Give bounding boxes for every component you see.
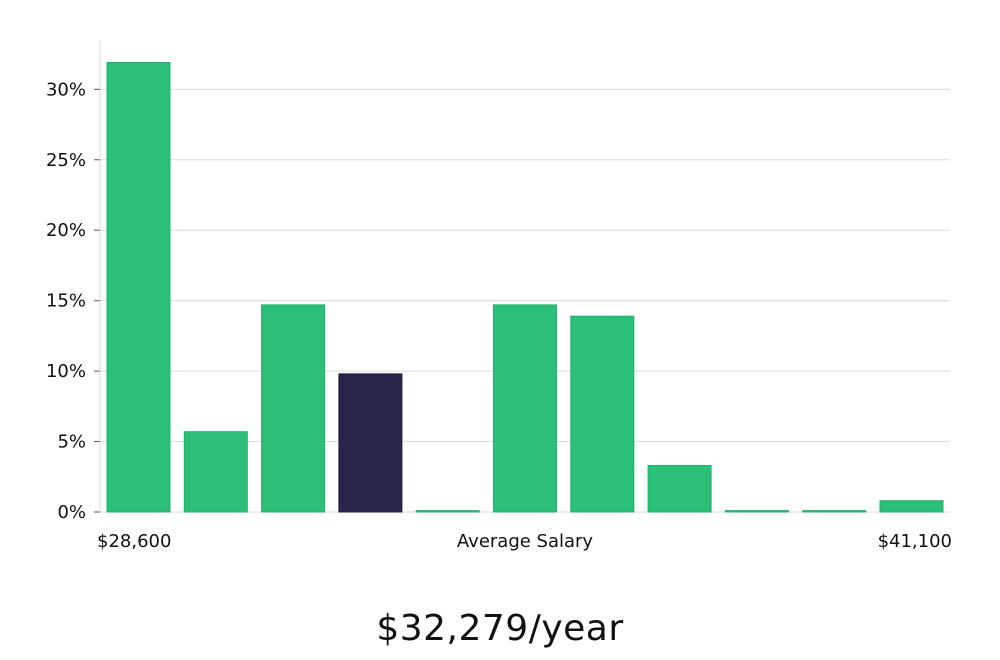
bars xyxy=(106,62,944,513)
bar xyxy=(261,304,326,513)
y-tick-label: 30% xyxy=(46,79,86,100)
x-min-label: $28,600 xyxy=(97,531,171,552)
y-tick-label: 25% xyxy=(46,150,86,171)
y-tick-label: 0% xyxy=(57,502,86,523)
bar xyxy=(106,62,171,513)
y-axis-ticks: 0% 5% 10% 15% 20% 25% 30% xyxy=(46,79,100,523)
average-salary-value: $32,279/year xyxy=(376,608,624,649)
bar xyxy=(879,500,944,513)
bar xyxy=(415,510,480,513)
bar xyxy=(493,304,557,513)
bar xyxy=(724,510,789,513)
bar xyxy=(647,465,712,513)
y-tick-label: 5% xyxy=(57,432,86,453)
histogram-chart: 0% 5% 10% 15% 20% 25% 30% $28,600 Average Sala… xyxy=(46,40,952,552)
x-max-label: $41,100 xyxy=(878,531,952,552)
bar xyxy=(570,315,635,513)
bar xyxy=(183,431,248,513)
y-tick-label: 15% xyxy=(46,291,86,312)
x-axis-title: Average Salary xyxy=(457,531,594,552)
bar-highlighted xyxy=(338,373,403,513)
y-tick-label: 20% xyxy=(46,220,86,241)
y-tick-label: 10% xyxy=(46,361,86,382)
bar xyxy=(802,510,867,513)
